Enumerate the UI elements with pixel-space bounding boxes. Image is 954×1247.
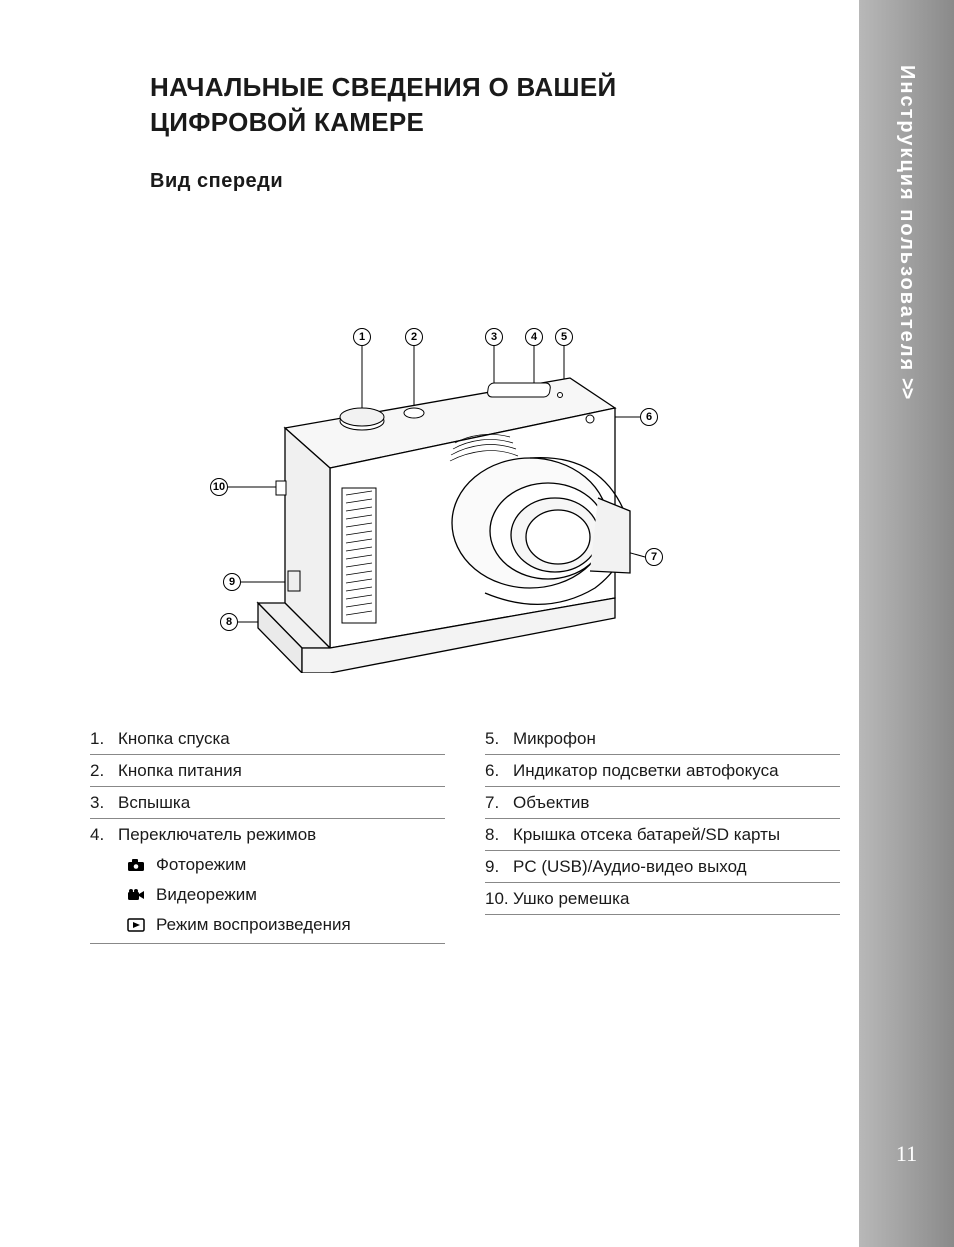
- page-title: НАЧАЛЬНЫЕ СВЕДЕНИЯ О ВАШЕЙ ЦИФРОВОЙ КАМЕ…: [150, 70, 840, 140]
- playback-icon: [126, 917, 146, 933]
- item-number: 5.: [485, 729, 513, 749]
- sidebar-label-text: Инструкция пользователя: [896, 65, 918, 372]
- subitem-text: Режим воспроизведения: [156, 915, 351, 935]
- list-item: 9. PC (USB)/Аудио-видео выход: [485, 851, 840, 883]
- camera-icon: [126, 857, 146, 873]
- item-number: 4.: [90, 825, 118, 845]
- parts-lists: 1. Кнопка спуска 2. Кнопка питания 3. Вс…: [90, 723, 840, 944]
- item-text: Микрофон: [513, 729, 596, 749]
- list-item: 8. Крышка отсека батарей/SD карты: [485, 819, 840, 851]
- list-subitem: Фоторежим: [90, 850, 445, 880]
- list-item: 1. Кнопка спуска: [90, 723, 445, 755]
- list-item: 10. Ушко ремешка: [485, 883, 840, 915]
- item-number: 8.: [485, 825, 513, 845]
- item-text: Вспышка: [118, 793, 190, 813]
- item-text: Кнопка питания: [118, 761, 242, 781]
- list-subitem: Режим воспроизведения: [90, 910, 445, 944]
- item-text: Кнопка спуска: [118, 729, 230, 749]
- subitem-text: Фоторежим: [156, 855, 246, 875]
- item-number: 3.: [90, 793, 118, 813]
- camera-svg: [210, 233, 770, 673]
- list-item: 4. Переключатель режимов: [90, 819, 445, 850]
- page-content: НАЧАЛЬНЫЕ СВЕДЕНИЯ О ВАШЕЙ ЦИФРОВОЙ КАМЕ…: [150, 70, 840, 944]
- item-number: 2.: [90, 761, 118, 781]
- camera-diagram: 1 2 3 4 5 6 7 8 9 10: [210, 233, 770, 673]
- subitem-text: Видеорежим: [156, 885, 257, 905]
- parts-list-left: 1. Кнопка спуска 2. Кнопка питания 3. Вс…: [90, 723, 445, 944]
- item-number: 9.: [485, 857, 513, 877]
- parts-list-right: 5. Микрофон 6. Индикатор подсветки автоф…: [485, 723, 840, 944]
- list-item: 5. Микрофон: [485, 723, 840, 755]
- item-text: Переключатель режимов: [118, 825, 316, 845]
- item-text: Объектив: [513, 793, 589, 813]
- item-number: 10.: [485, 889, 513, 909]
- page-number: 11: [896, 1141, 917, 1167]
- item-text: PC (USB)/Аудио-видео выход: [513, 857, 747, 877]
- sidebar-label: Инструкция пользователя >>: [895, 65, 918, 398]
- list-item: 6. Индикатор подсветки автофокуса: [485, 755, 840, 787]
- video-icon: [126, 887, 146, 903]
- title-line1: НАЧАЛЬНЫЕ СВЕДЕНИЯ О ВАШЕЙ: [150, 72, 616, 102]
- list-item: 7. Объектив: [485, 787, 840, 819]
- item-number: 1.: [90, 729, 118, 749]
- title-line2: ЦИФРОВОЙ КАМЕРЕ: [150, 107, 424, 137]
- item-text: Ушко ремешка: [513, 889, 629, 909]
- list-item: 3. Вспышка: [90, 787, 445, 819]
- section-subtitle: Вид спереди: [150, 170, 840, 193]
- item-number: 6.: [485, 761, 513, 781]
- item-text: Крышка отсека батарей/SD карты: [513, 825, 780, 845]
- item-text: Индикатор подсветки автофокуса: [513, 761, 779, 781]
- item-number: 7.: [485, 793, 513, 813]
- sidebar-arrows: >>: [895, 378, 918, 397]
- list-item: 2. Кнопка питания: [90, 755, 445, 787]
- list-subitem: Видеорежим: [90, 880, 445, 910]
- sidebar: Инструкция пользователя >> 11: [859, 0, 954, 1247]
